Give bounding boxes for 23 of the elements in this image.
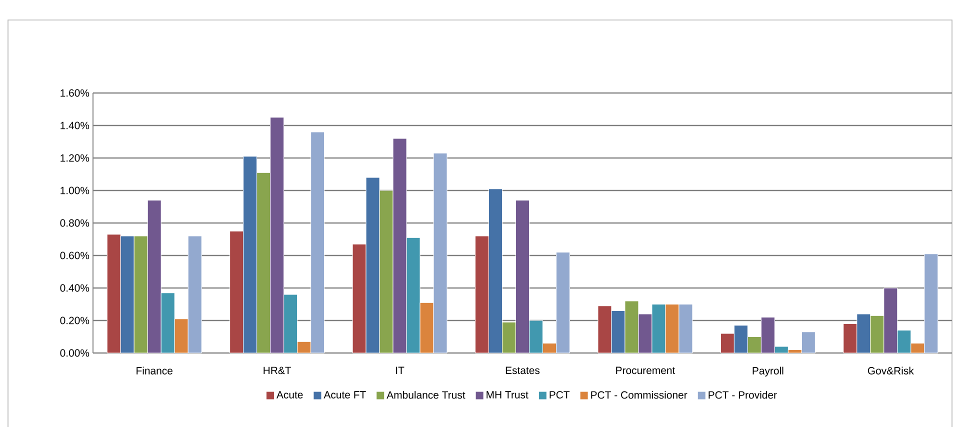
y-tick-label: 0.20% [60, 316, 90, 324]
legend-label: Acute FT [324, 391, 366, 398]
legend-label: PCT - Provider [708, 390, 777, 399]
legend-label: Ambulance Trust [386, 390, 466, 399]
legend-label: Acute [276, 391, 303, 398]
x-tick-label: Finance [136, 366, 172, 374]
x-tick-label: HR&T [264, 366, 292, 374]
y-tick-label: 0.60% [60, 252, 90, 260]
legend-label: PCT - Commissioner [591, 390, 688, 399]
legend-label: PCT [550, 391, 570, 399]
x-tick-label: Gov&Risk [868, 366, 914, 374]
y-tick-label: 1.40% [60, 122, 90, 130]
y-tick-label: 1.20% [60, 154, 90, 162]
y-tick-label: 1.00% [60, 186, 90, 194]
x-tick-label: Payroll [752, 366, 784, 377]
x-tick-label: Procurement [616, 366, 676, 374]
y-tick-label: 0.80% [60, 219, 90, 227]
y-tick-label: 0.40% [60, 284, 90, 292]
legend-label: MH Trust [486, 391, 528, 398]
y-tick-label: 1.60% [60, 89, 90, 97]
x-tick-label: IT [396, 366, 404, 374]
y-tick-label: 0.00% [60, 349, 90, 357]
x-tick-label: Estates [506, 366, 540, 374]
